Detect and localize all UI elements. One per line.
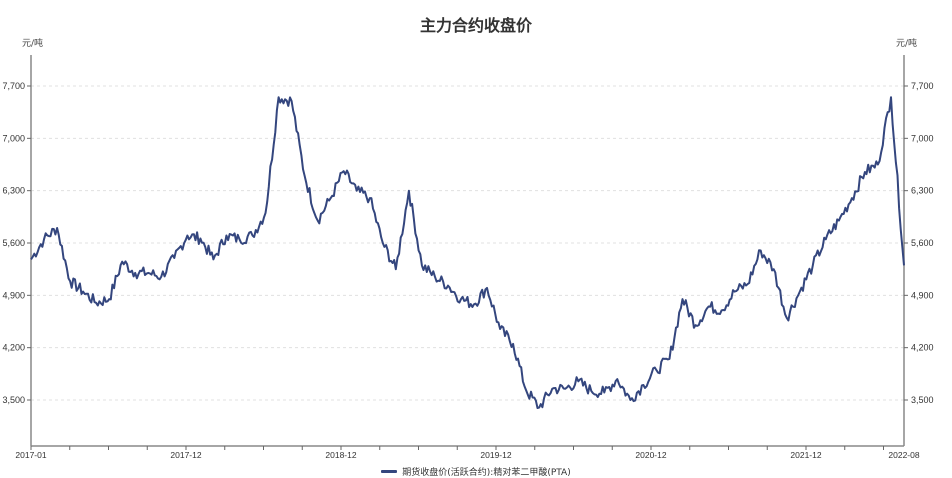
legend-swatch-icon [381,470,398,473]
y-tick-label: 7,000 [2,133,25,143]
x-axis-ticks: 2017-01 2017-12 2018-12 2019-12 2020-12 2021-… [15,446,920,460]
x-tick-label: 2022-08 [888,450,919,460]
x-tick-label: 2017-12 [170,450,201,460]
axes [30,55,905,447]
y-tick-label: 3,500 [911,395,934,405]
x-tick-label: 2018-12 [325,450,356,460]
y-tick-label: 5,600 [2,238,25,248]
x-tick-label: 2017-01 [15,450,46,460]
y-axis-right-ticks: 3,500 4,200 4,900 5,600 6,300 7,000 7,700 [904,81,934,405]
y-tick-label: 7,700 [2,81,25,91]
y-tick-label: 6,300 [911,186,934,196]
right-axis-unit: 元/吨 [896,39,918,49]
left-axis-unit: 元/吨 [22,39,44,49]
y-tick-label: 7,000 [911,133,934,143]
legend[interactable]: 期货收盘价(活跃合约):精对苯二甲酸(PTA) [0,465,952,478]
legend-label: 期货收盘价(活跃合约):精对苯二甲酸(PTA) [402,468,571,478]
y-tick-label: 5,600 [911,238,934,248]
chart-title: 主力合约收盘价 [419,16,532,35]
y-axis-left-ticks: 3,500 4,200 4,900 5,600 6,300 7,000 7,700 [2,81,31,405]
y-tick-label: 6,300 [2,186,25,196]
y-tick-label: 3,500 [2,395,25,405]
y-tick-label: 7,700 [911,81,934,91]
x-tick-label: 2020-12 [635,450,666,460]
price-line[interactable] [30,96,905,409]
y-tick-label: 4,900 [2,290,25,300]
x-tick-label: 2021-12 [790,450,821,460]
gridlines [31,85,904,401]
y-tick-label: 4,200 [911,343,934,353]
y-tick-label: 4,900 [911,290,934,300]
x-tick-label: 2019-12 [480,450,511,460]
y-tick-label: 4,200 [2,343,25,353]
